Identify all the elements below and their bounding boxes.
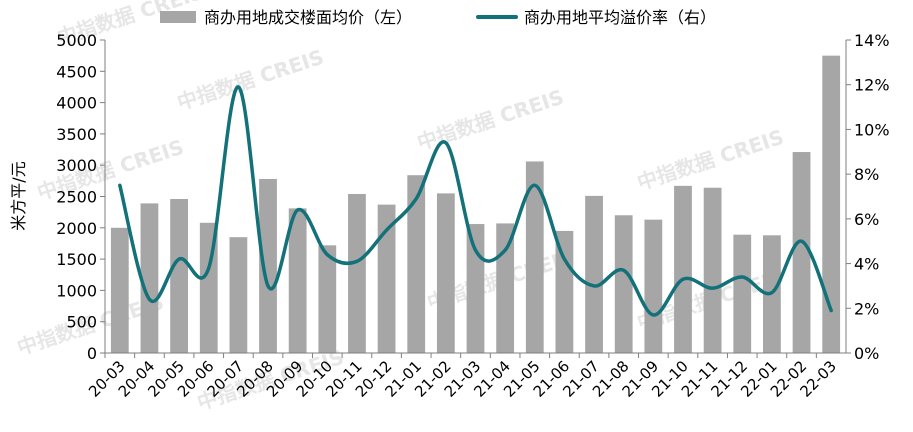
- watermark-text: 中指数据 CREIS: [634, 125, 787, 195]
- left-tick-label: 2000: [56, 219, 97, 238]
- legend-label-bar: 商办用地成交楼面均价（左）: [204, 8, 412, 27]
- left-tick-label: 3500: [56, 125, 97, 144]
- bar-20-03: [110, 227, 129, 353]
- left-tick-label: 4500: [56, 62, 97, 81]
- y-axis-label: 米方平/元: [9, 161, 28, 230]
- right-tick-label: 10%: [854, 120, 890, 139]
- legend-label-line: 商办用地平均溢价率（右）: [524, 8, 716, 27]
- bar-21-09: [644, 219, 663, 353]
- left-tick-label: 0: [87, 344, 97, 363]
- right-tick-label: 2%: [854, 299, 879, 318]
- bar-21-03: [466, 224, 485, 353]
- watermark-text: 中指数据 CREIS: [174, 45, 327, 115]
- bar-20-12: [377, 204, 396, 353]
- left-tick-label: 1500: [56, 250, 97, 269]
- line-path: [118, 85, 833, 317]
- bar-22-02: [792, 152, 811, 353]
- watermark-text: 中指数据 CREIS: [414, 85, 567, 155]
- bar-20-07: [229, 237, 248, 353]
- left-tick-label: 4000: [56, 94, 97, 113]
- bar-21-06: [555, 230, 574, 353]
- bar-21-01: [407, 175, 426, 353]
- bar-22-03: [822, 55, 841, 354]
- bar-21-11: [703, 187, 722, 353]
- bar-20-05: [170, 199, 188, 353]
- left-axis-ticks: 0 500 1000 1500 2000 2500 3000 3500 4000 4500 5000: [56, 31, 105, 363]
- left-tick-label: 3000: [56, 156, 97, 175]
- line-series: [118, 85, 833, 317]
- right-tick-label: 6%: [854, 210, 879, 229]
- right-tick-label: 8%: [854, 165, 879, 184]
- bar-21-02: [436, 193, 455, 353]
- bar-20-04: [140, 203, 159, 353]
- right-tick-label: 12%: [854, 76, 890, 95]
- bar-21-04: [496, 223, 515, 353]
- right-tick-label: 14%: [854, 31, 890, 50]
- legend: 商办用地成交楼面均价（左） 商办用地平均溢价率（右）: [160, 8, 716, 27]
- bar-21-10: [674, 185, 692, 353]
- bar-20-11: [348, 193, 366, 353]
- bar-21-07: [585, 195, 603, 353]
- bar-21-08: [614, 215, 633, 353]
- right-axis-ticks: 0% 2% 4% 6% 8% 10% 12% 14%: [846, 31, 890, 363]
- bar-21-12: [733, 234, 752, 353]
- legend-swatch-bar: [160, 11, 196, 23]
- bar-series: [110, 55, 841, 354]
- bar-20-08: [259, 178, 277, 353]
- right-tick-label: 0%: [854, 344, 879, 363]
- left-tick-label: 1000: [56, 281, 97, 300]
- right-tick-label: 4%: [854, 255, 879, 274]
- bar-21-05: [525, 161, 544, 353]
- bar-20-09: [288, 208, 307, 353]
- bar-20-10: [318, 245, 337, 353]
- left-tick-label: 500: [66, 313, 97, 332]
- left-tick-label: 5000: [56, 31, 97, 50]
- left-tick-label: 2500: [56, 188, 97, 207]
